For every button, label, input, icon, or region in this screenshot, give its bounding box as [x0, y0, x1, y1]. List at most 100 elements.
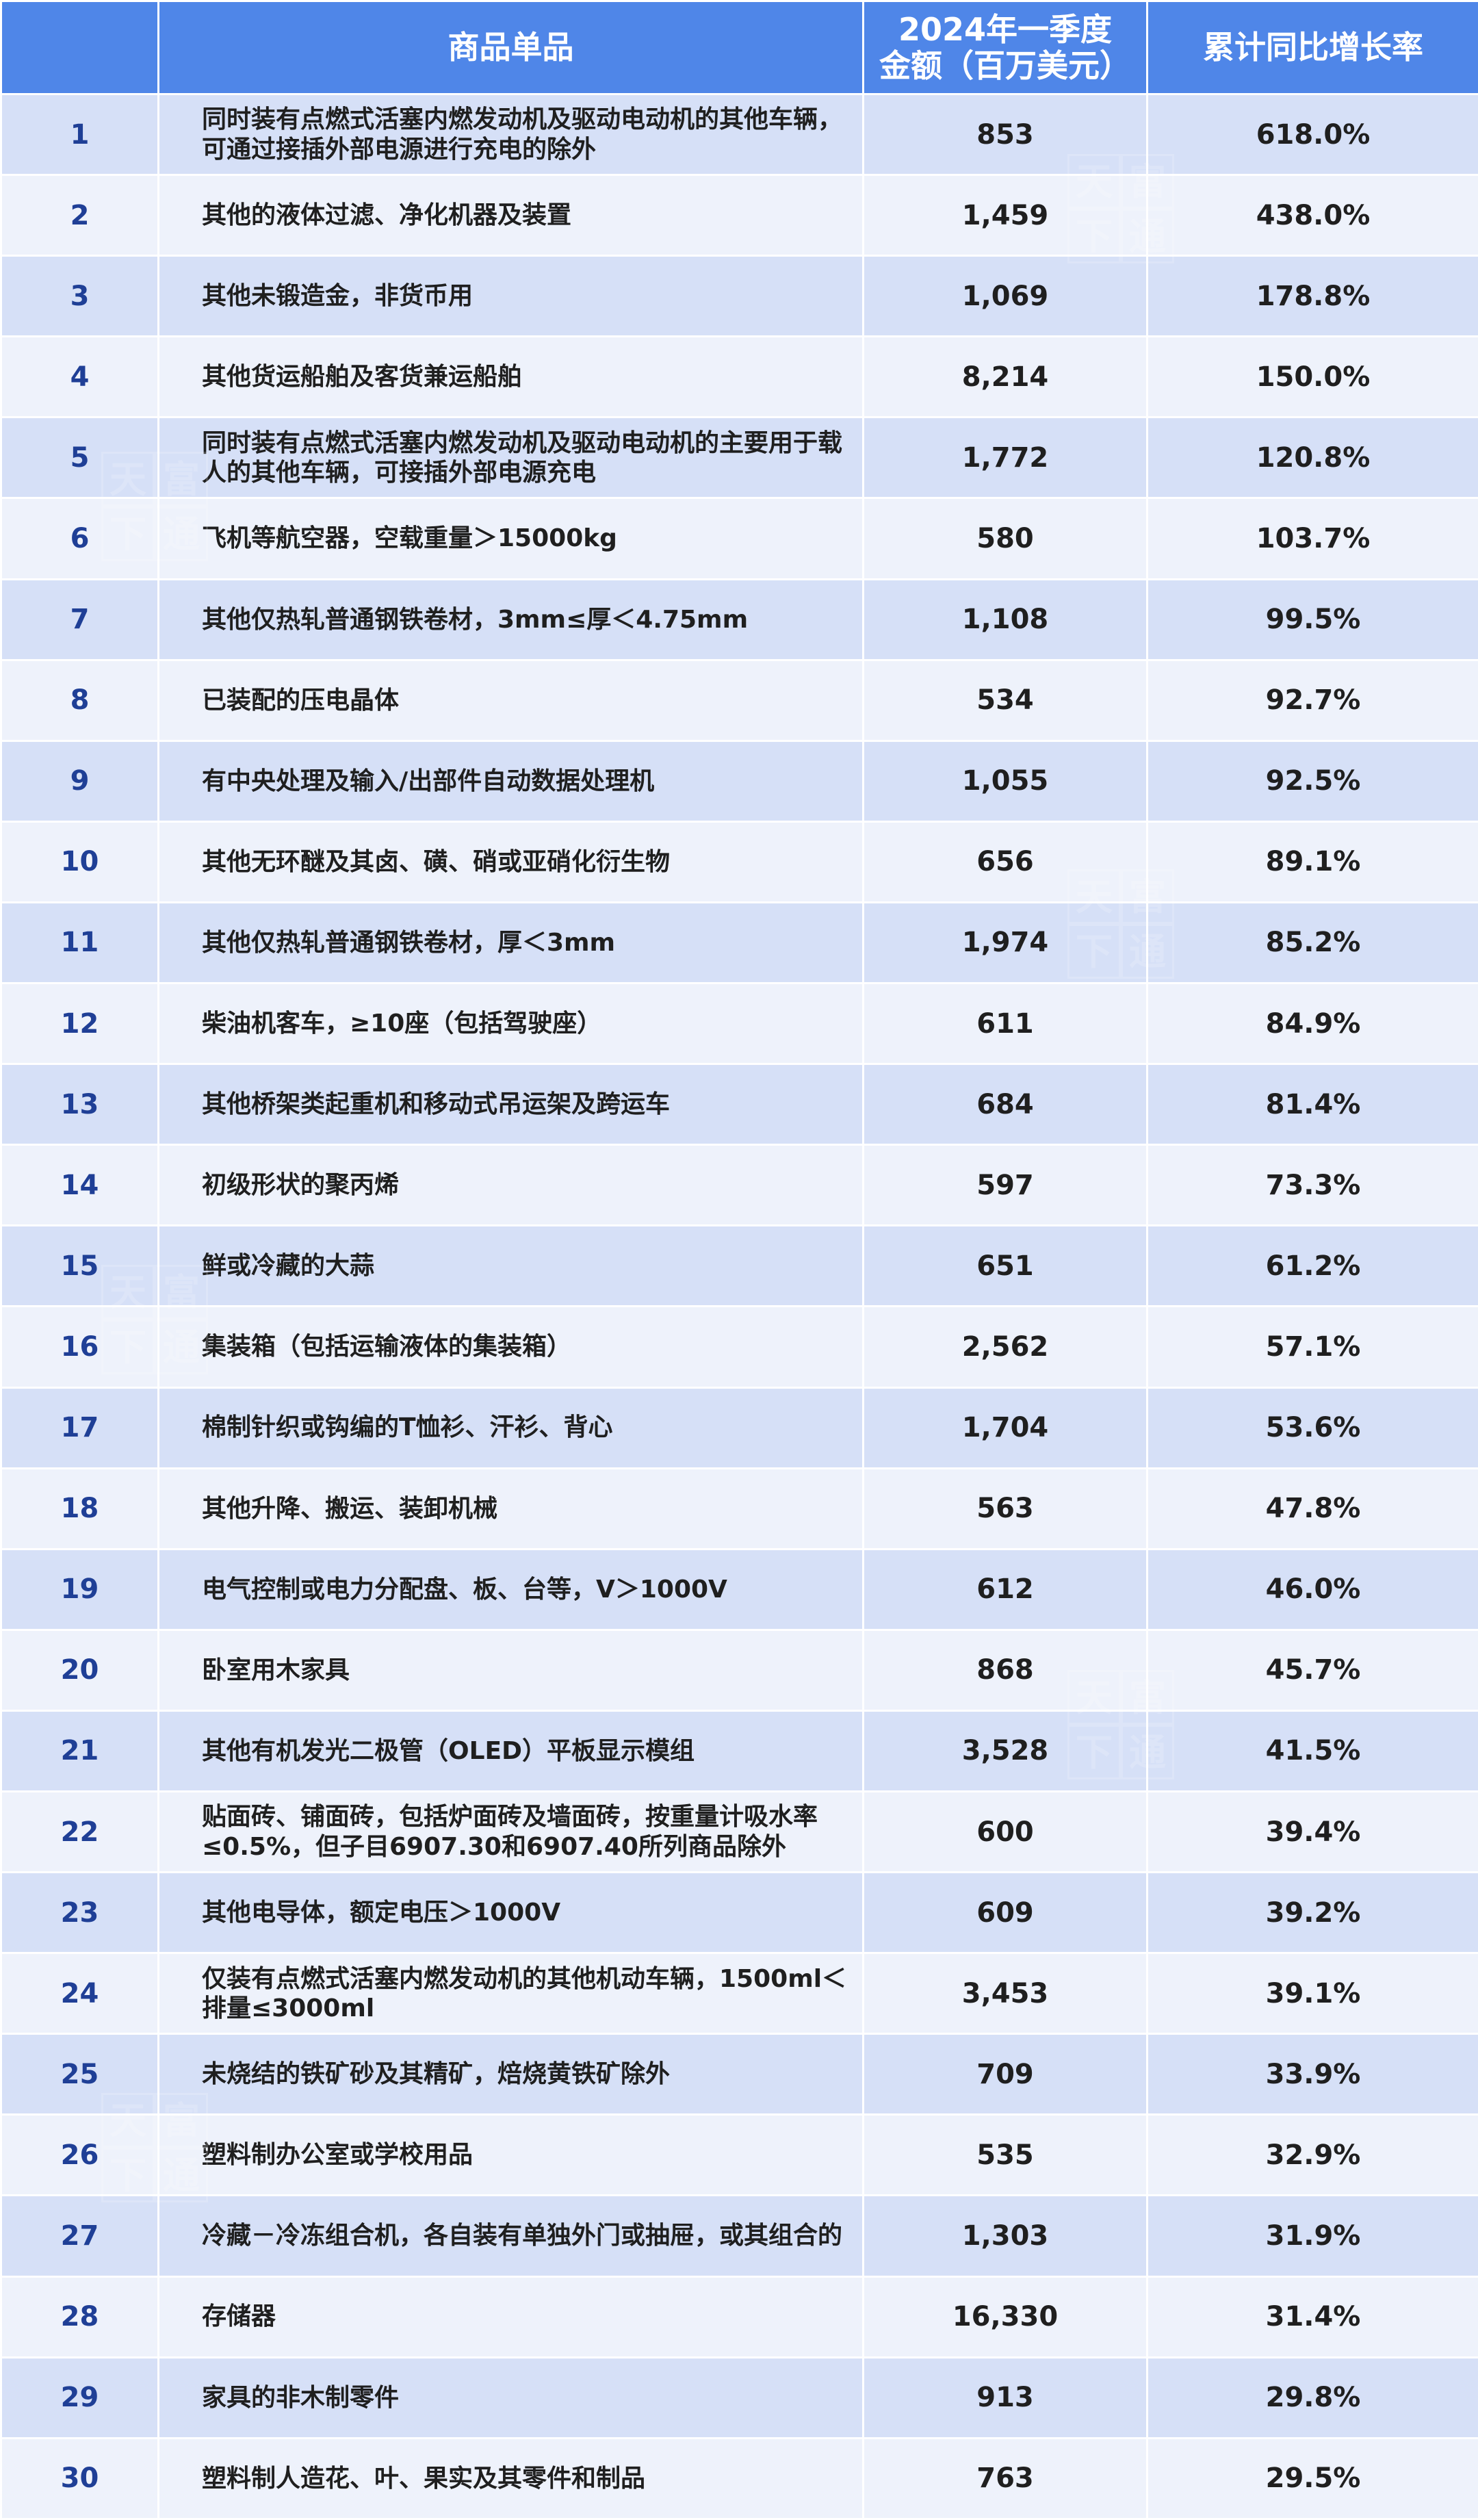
row-rank: 11	[0, 901, 159, 985]
row-item-name: 棉制针织或钩编的T恤衫、汗衫、背心	[157, 1386, 864, 1469]
row-amount: 684	[862, 1063, 1148, 1146]
row-amount: 1,055	[862, 739, 1148, 823]
row-growth: 39.2%	[1146, 1871, 1478, 1955]
table-row: 15 鲜或冷藏的大蒜 651 61.2%	[0, 1224, 1478, 1308]
header-rank	[0, 0, 159, 95]
row-amount: 16,330	[862, 2275, 1148, 2358]
row-growth: 32.9%	[1146, 2113, 1478, 2197]
row-amount: 1,069	[862, 255, 1148, 338]
table-row: 25 未烧结的铁矿砂及其精矿，焙烧黄铁矿除外 709 33.9%	[0, 2033, 1478, 2116]
header-amount: 2024年一季度 金额（百万美元）	[862, 0, 1148, 95]
row-growth: 29.8%	[1146, 2356, 1478, 2439]
row-item-name: 其他电导体，额定电压＞1000V	[157, 1871, 864, 1955]
row-amount: 3,528	[862, 1709, 1148, 1792]
table-row: 23 其他电导体，额定电压＞1000V 609 39.2%	[0, 1871, 1478, 1955]
row-amount: 600	[862, 1790, 1148, 1874]
row-item-name: 飞机等航空器，空载重量＞15000kg	[157, 497, 864, 580]
row-growth: 84.9%	[1146, 982, 1478, 1066]
table-row: 2 其他的液体过滤、净化机器及装置 1,459 438.0%	[0, 174, 1478, 257]
header-amount-line2: 金额（百万美元）	[879, 47, 1131, 84]
row-amount: 612	[862, 1547, 1148, 1631]
row-amount: 1,974	[862, 901, 1148, 985]
row-amount: 8,214	[862, 335, 1148, 419]
table-row: 22 贴面砖、铺面砖，包括炉面砖及墙面砖，按重量计吸水率≤0.5%，但子目6907…	[0, 1790, 1478, 1874]
table-row: 14 初级形状的聚丙烯 597 73.3%	[0, 1144, 1478, 1227]
row-rank: 9	[0, 739, 159, 823]
row-amount: 763	[862, 2437, 1148, 2520]
header-amount-line1: 2024年一季度	[898, 10, 1113, 48]
row-item-name: 其他无环醚及其卤、磺、硝或亚硝化衍生物	[157, 820, 864, 903]
row-item-name: 家具的非木制零件	[157, 2356, 864, 2439]
row-rank: 24	[0, 1952, 159, 2035]
row-rank: 25	[0, 2033, 159, 2116]
row-item-name: 塑料制办公室或学校用品	[157, 2113, 864, 2197]
row-amount: 580	[862, 497, 1148, 580]
row-growth: 120.8%	[1146, 416, 1478, 500]
row-rank: 30	[0, 2437, 159, 2520]
row-item-name: 塑料制人造花、叶、果实及其零件和制品	[157, 2437, 864, 2520]
table-row: 11 其他仅热轧普通钢铁卷材，厚＜3mm 1,974 85.2%	[0, 901, 1478, 985]
row-item-name: 初级形状的聚丙烯	[157, 1144, 864, 1227]
row-item-name: 集装箱（包括运输液体的集装箱）	[157, 1305, 864, 1389]
row-growth: 29.5%	[1146, 2437, 1478, 2520]
row-item-name: 其他未锻造金，非货币用	[157, 255, 864, 338]
row-rank: 23	[0, 1871, 159, 1955]
row-rank: 7	[0, 578, 159, 661]
table-row: 27 冷藏－冷冻组合机，各自装有单独外门或抽屉，或其组合的 1,303 31.9%	[0, 2194, 1478, 2278]
row-rank: 6	[0, 497, 159, 580]
row-rank: 8	[0, 658, 159, 742]
row-rank: 12	[0, 982, 159, 1066]
row-growth: 73.3%	[1146, 1144, 1478, 1227]
row-item-name: 已装配的压电晶体	[157, 658, 864, 742]
row-growth: 81.4%	[1146, 1063, 1478, 1146]
row-growth: 57.1%	[1146, 1305, 1478, 1389]
row-rank: 29	[0, 2356, 159, 2439]
table-row: 19 电气控制或电力分配盘、板、台等，V＞1000V 612 46.0%	[0, 1547, 1478, 1631]
header-growth: 累计同比增长率	[1146, 0, 1478, 95]
row-growth: 47.8%	[1146, 1467, 1478, 1550]
table-row: 1 同时装有点燃式活塞内燃发动机及驱动电动机的其他车辆，可通过接插外部电源进行充电…	[0, 92, 1478, 177]
row-amount: 656	[862, 820, 1148, 903]
table-row: 12 柴油机客车，≥10座（包括驾驶座） 611 84.9%	[0, 982, 1478, 1066]
row-amount: 534	[862, 658, 1148, 742]
row-rank: 16	[0, 1305, 159, 1389]
row-item-name: 其他有机发光二极管（OLED）平板显示模组	[157, 1709, 864, 1792]
row-item-name: 冷藏－冷冻组合机，各自装有单独外门或抽屉，或其组合的	[157, 2194, 864, 2278]
table-row: 16 集装箱（包括运输液体的集装箱） 2,562 57.1%	[0, 1305, 1478, 1389]
row-growth: 53.6%	[1146, 1386, 1478, 1469]
table-row: 18 其他升降、搬运、装卸机械 563 47.8%	[0, 1467, 1478, 1550]
row-item-name: 其他的液体过滤、净化机器及装置	[157, 174, 864, 257]
row-growth: 92.5%	[1146, 739, 1478, 823]
table-row: 5 同时装有点燃式活塞内燃发动机及驱动电动机的主要用于载人的其他车辆，可接插外部电…	[0, 416, 1478, 500]
table-row: 21 其他有机发光二极管（OLED）平板显示模组 3,528 41.5%	[0, 1709, 1478, 1792]
row-rank: 14	[0, 1144, 159, 1227]
row-growth: 46.0%	[1146, 1547, 1478, 1631]
table-row: 7 其他仅热轧普通钢铁卷材，3mm≤厚＜4.75mm 1,108 99.5%	[0, 578, 1478, 661]
row-amount: 1,303	[862, 2194, 1148, 2278]
row-item-name: 其他货运船舶及客货兼运船舶	[157, 335, 864, 419]
row-amount: 535	[862, 2113, 1148, 2197]
row-item-name: 其他桥架类起重机和移动式吊运架及跨运车	[157, 1063, 864, 1146]
table-header-row: 商品单品 2024年一季度 金额（百万美元） 累计同比增长率	[0, 0, 1478, 95]
table-row: 20 卧室用木家具 868 45.7%	[0, 1628, 1478, 1712]
row-growth: 85.2%	[1146, 901, 1478, 985]
row-amount: 3,453	[862, 1952, 1148, 2035]
row-amount: 611	[862, 982, 1148, 1066]
row-growth: 618.0%	[1146, 92, 1478, 177]
row-item-name: 其他仅热轧普通钢铁卷材，3mm≤厚＜4.75mm	[157, 578, 864, 661]
row-growth: 92.7%	[1146, 658, 1478, 742]
row-rank: 1	[0, 92, 159, 177]
row-amount: 2,562	[862, 1305, 1148, 1389]
row-growth: 150.0%	[1146, 335, 1478, 419]
row-amount: 1,704	[862, 1386, 1148, 1469]
table-row: 28 存储器 16,330 31.4%	[0, 2275, 1478, 2358]
row-rank: 4	[0, 335, 159, 419]
row-rank: 5	[0, 416, 159, 500]
table-row: 26 塑料制办公室或学校用品 535 32.9%	[0, 2113, 1478, 2197]
row-item-name: 存储器	[157, 2275, 864, 2358]
row-growth: 33.9%	[1146, 2033, 1478, 2116]
row-growth: 438.0%	[1146, 174, 1478, 257]
row-rank: 15	[0, 1224, 159, 1308]
row-growth: 61.2%	[1146, 1224, 1478, 1308]
row-rank: 13	[0, 1063, 159, 1146]
